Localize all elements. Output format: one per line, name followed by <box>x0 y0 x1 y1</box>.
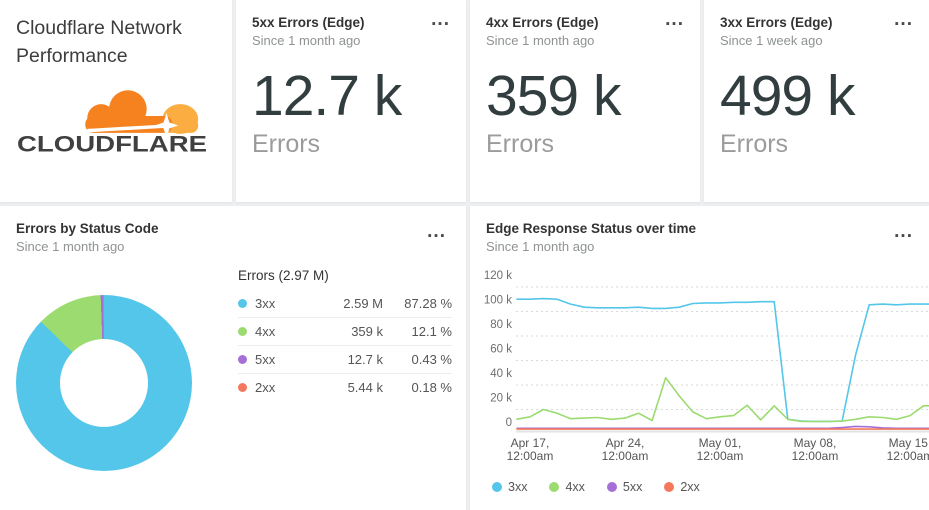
metric-card-3xx: 3xx Errors (Edge) Since 1 week ago ... 4… <box>704 0 929 202</box>
line-chart[interactable]: 120 k 100 k 80 k 60 k 40 k 20 k 0 Apr 17, 12:00a… <box>470 206 929 474</box>
legend-row-4xx[interactable]: 4xx 359 k 12.1 % <box>238 317 452 345</box>
legend-row-3xx[interactable]: 3xx 2.59 M 87.28 % <box>238 289 452 317</box>
legend-label: 4xx <box>565 480 585 494</box>
metric-value: 12.7 k <box>252 64 402 128</box>
menu-icon[interactable]: ... <box>427 221 446 242</box>
menu-icon[interactable]: ... <box>431 9 450 30</box>
x-axis-tick: May 08, 12:00am <box>792 436 839 463</box>
donut-legend-table: Errors (2.97 M) 3xx 2.59 M 87.28 % 4xx 359 k… <box>238 268 452 401</box>
legend-color-dot <box>606 482 617 492</box>
metric-title: 4xx Errors (Edge) <box>486 15 599 30</box>
y-axis-tick: 120 k <box>484 270 512 282</box>
dashboard-title-card: Cloudflare Network Performance CLOUDFLAR… <box>0 0 232 202</box>
legend-series-name: 5xx <box>255 352 276 367</box>
menu-icon[interactable]: ... <box>894 221 913 242</box>
metric-card-5xx: 5xx Errors (Edge) Since 1 month ago ... … <box>236 0 466 202</box>
y-axis-tick: 0 <box>506 417 512 429</box>
metric-subtitle: Since 1 month ago <box>486 33 595 48</box>
legend-color-dot <box>549 482 560 492</box>
errors-by-status-card: Errors by Status Code Since 1 month ago … <box>0 206 466 510</box>
series-line-3xx <box>516 297 929 423</box>
y-axis-tick: 80 k <box>490 319 512 331</box>
chart-title: Edge Response Status over time <box>486 221 697 236</box>
legend-series-value: 2.59 M <box>343 295 383 311</box>
series-line-4xx <box>516 376 929 423</box>
metric-unit-label: Errors <box>252 130 321 158</box>
legend-series-name: 4xx <box>255 324 276 339</box>
y-axis-tick: 100 k <box>484 294 512 306</box>
metric-title: 3xx Errors (Edge) <box>720 15 833 30</box>
metric-value: 359 k <box>486 64 621 128</box>
legend-row-5xx[interactable]: 5xx 12.7 k 0.43 % <box>238 345 452 373</box>
donut-hole <box>60 339 148 427</box>
legend-series-percent: 12.1 % <box>411 324 452 339</box>
metric-card-4xx: 4xx Errors (Edge) Since 1 month ago ... … <box>470 0 700 202</box>
legend-series-value: 12.7 k <box>347 352 383 367</box>
y-axis-tick: 60 k <box>490 343 512 355</box>
dashboard-title: Cloudflare Network Performance <box>16 17 182 67</box>
legend-color-dot <box>664 482 675 492</box>
series-line-5xx <box>516 425 929 430</box>
menu-icon[interactable]: ... <box>665 9 684 30</box>
legend-item-3xx[interactable]: 3xx <box>492 480 527 494</box>
donut-chart[interactable] <box>16 295 192 471</box>
metric-subtitle: Since 1 month ago <box>252 33 361 48</box>
cloudflare-logo: CLOUDFLARE <box>16 84 214 157</box>
cloudflare-logo-image: CLOUDFLARE <box>17 90 207 157</box>
legend-label: 5xx <box>622 480 643 494</box>
menu-icon[interactable]: ... <box>894 9 913 30</box>
y-axis-tick: 40 k <box>490 368 512 380</box>
legend-series-name: 3xx <box>255 295 276 311</box>
svg-text:CLOUDFLARE: CLOUDFLARE <box>17 132 207 156</box>
metric-subtitle: Since 1 week ago <box>720 33 823 48</box>
metric-unit-label: Errors <box>486 130 555 158</box>
x-axis-tick: Apr 17, 12:00am <box>507 436 554 463</box>
chart-subtitle: Since 1 month ago <box>16 239 125 254</box>
legend-series-percent: 0.43 % <box>411 352 452 367</box>
legend-color-dot <box>238 383 247 392</box>
legend-series-name: 2xx <box>255 380 276 395</box>
legend-item-5xx[interactable]: 5xx <box>606 480 643 494</box>
legend-color-dot <box>238 298 247 308</box>
legend-color-dot <box>492 482 502 492</box>
legend-series-percent: 0.18 % <box>411 380 452 395</box>
chart-title: Errors by Status Code <box>16 221 159 236</box>
y-axis-tick: 20 k <box>490 392 512 404</box>
x-axis-tick: Apr 24, 12:00am <box>602 436 649 463</box>
metric-value: 499 k <box>720 64 855 128</box>
legend-series-percent: 87.28 % <box>404 295 452 311</box>
legend-series-value: 5.44 k <box>347 380 383 395</box>
chart-subtitle: Since 1 month ago <box>486 239 595 254</box>
line-chart-legend: 3xx 4xx 5xx 2xx <box>492 480 700 494</box>
legend-header: Errors (2.97 M) <box>238 268 329 283</box>
legend-row-2xx[interactable]: 2xx 5.44 k 0.18 % <box>238 373 452 401</box>
legend-color-dot <box>238 355 247 364</box>
legend-item-2xx[interactable]: 2xx <box>664 480 700 494</box>
metric-unit-label: Errors <box>720 130 789 158</box>
x-axis-tick: May 15, 12:00am <box>887 436 929 463</box>
legend-label: 2xx <box>680 480 700 494</box>
x-axis-tick: May 01, 12:00am <box>697 436 744 463</box>
metric-title: 5xx Errors (Edge) <box>252 15 365 30</box>
legend-series-value: 359 k <box>351 324 383 339</box>
legend-item-4xx[interactable]: 4xx <box>549 480 585 494</box>
legend-label: 3xx <box>508 480 528 494</box>
legend-color-dot <box>238 327 247 336</box>
edge-response-status-card: Edge Response Status over time Since 1 m… <box>470 206 929 510</box>
